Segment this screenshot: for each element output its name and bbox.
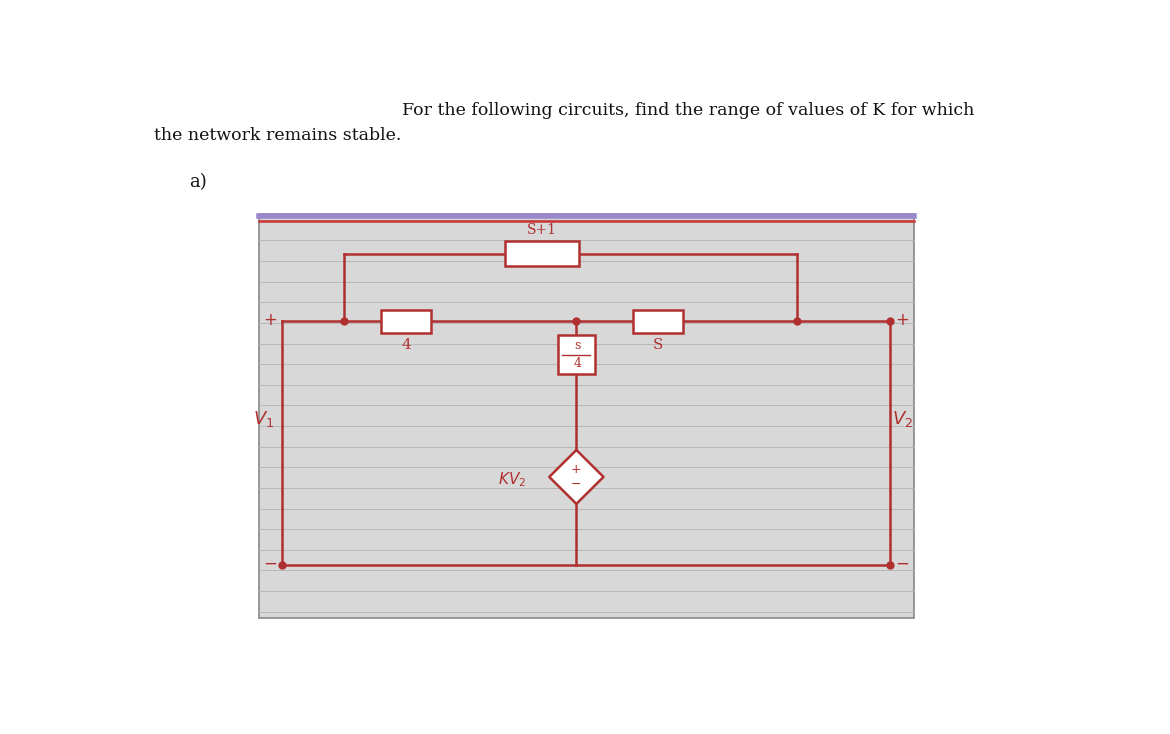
Polygon shape — [549, 450, 604, 504]
Text: S: S — [653, 338, 663, 352]
Text: For the following circuits, find the range of values of K for which: For the following circuits, find the ran… — [402, 102, 975, 119]
Text: +: + — [895, 311, 909, 329]
Text: a): a) — [188, 172, 207, 191]
Text: +: + — [263, 311, 277, 329]
Text: s: s — [574, 339, 581, 352]
Bar — [505, 241, 579, 266]
Text: 4: 4 — [574, 357, 581, 370]
Text: S+1: S+1 — [526, 223, 557, 238]
Text: −: − — [895, 555, 909, 573]
Text: 4: 4 — [401, 338, 411, 352]
Bar — [558, 335, 596, 374]
Text: $KV_2$: $KV_2$ — [498, 470, 526, 489]
Text: $V_2$: $V_2$ — [892, 409, 913, 429]
Bar — [381, 310, 432, 333]
Text: $V_1$: $V_1$ — [253, 409, 274, 429]
Text: −: − — [263, 555, 277, 573]
Text: the network remains stable.: the network remains stable. — [154, 126, 401, 144]
Text: +: + — [571, 462, 581, 476]
Text: −: − — [571, 478, 581, 491]
Bar — [633, 310, 683, 333]
Bar — [259, 214, 914, 618]
